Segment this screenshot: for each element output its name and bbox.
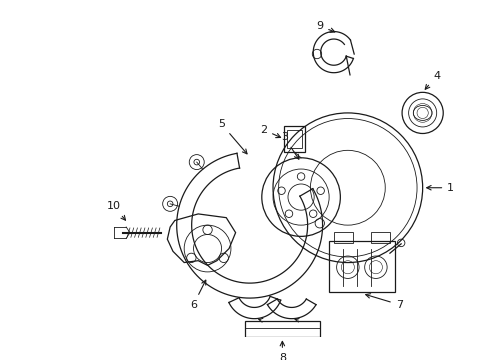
Bar	[286, 130, 302, 148]
Text: 8: 8	[278, 341, 285, 360]
Text: 5: 5	[218, 119, 246, 154]
Text: 1: 1	[426, 183, 453, 193]
Bar	[370, 232, 389, 243]
Bar	[244, 320, 319, 337]
Bar	[284, 126, 304, 152]
Text: 9: 9	[316, 21, 334, 32]
Text: 10: 10	[107, 202, 125, 220]
Bar	[333, 232, 352, 243]
Text: 7: 7	[365, 294, 402, 310]
Text: 3: 3	[280, 132, 298, 159]
Text: 6: 6	[190, 280, 205, 310]
Text: 4: 4	[425, 71, 439, 89]
Text: 2: 2	[260, 125, 280, 138]
